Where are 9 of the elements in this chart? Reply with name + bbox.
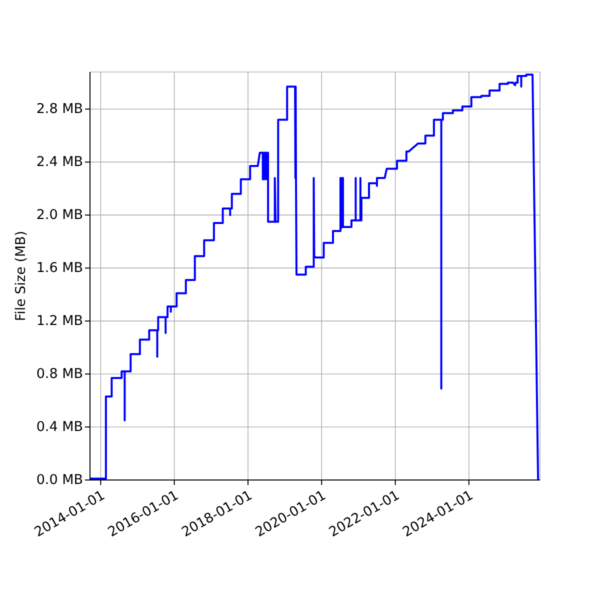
y-axis-title: File Size (MB) — [13, 230, 29, 322]
y-tick-label: 0.0 MB — [36, 472, 83, 488]
y-tick-label: 0.4 MB — [36, 419, 83, 436]
y-tick-label: 2.0 MB — [36, 207, 83, 224]
y-tick-label: 0.8 MB — [36, 366, 83, 382]
y-tick-label: 1.2 MB — [36, 313, 83, 330]
y-tick-label: 2.8 MB — [36, 101, 83, 118]
y-tick-label: 1.6 MB — [36, 260, 83, 276]
y-tick-label: 2.4 MB — [36, 154, 83, 170]
